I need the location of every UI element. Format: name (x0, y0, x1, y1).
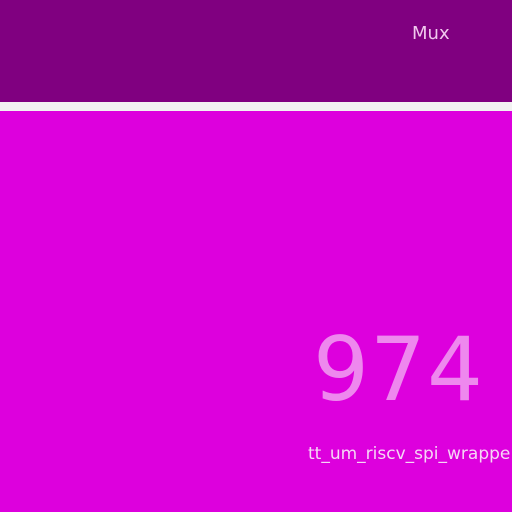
content-panel: 974 tt_um_riscv_spi_wrappe (0, 111, 512, 512)
divider (0, 102, 512, 111)
header-bar: Mux (0, 0, 512, 102)
header-title: Mux (412, 23, 450, 44)
value-caption: tt_um_riscv_spi_wrappe (308, 444, 511, 464)
value-display: 974 (313, 318, 484, 421)
